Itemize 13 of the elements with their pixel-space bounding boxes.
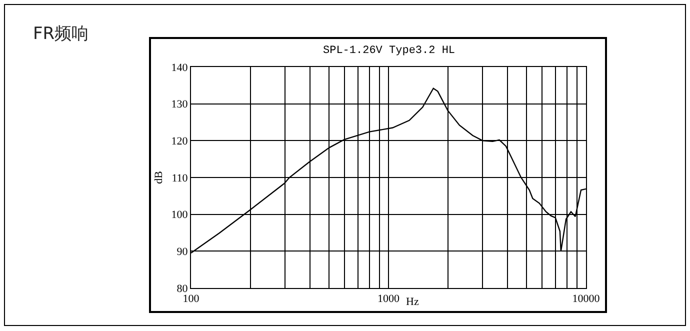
y-tick-label: 110 <box>172 172 188 184</box>
y-tick-label: 90 <box>176 246 188 258</box>
chart-title: FR频响 <box>33 23 89 45</box>
y-tick-label: 140 <box>171 62 188 74</box>
y-tick-label: 80 <box>176 282 188 295</box>
chart-subtitle: SPL-1.26V Type3.2 HL <box>323 45 456 57</box>
x-tick-label: 10000 <box>572 293 600 306</box>
y-tick-label: 100 <box>171 209 188 222</box>
x-tick-label: 1000 <box>378 293 400 306</box>
y-axis-title: dB <box>152 171 165 184</box>
y-tick-label: 130 <box>171 98 188 111</box>
x-axis-title: Hz <box>406 296 419 308</box>
y-tick-label: 120 <box>171 136 188 148</box>
